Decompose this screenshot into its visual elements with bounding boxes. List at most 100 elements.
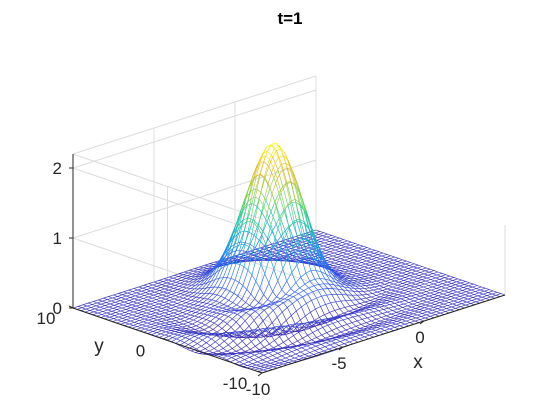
mesh-segment [302,241,307,244]
mesh-segment [341,294,347,301]
mesh-segment [380,328,385,331]
mesh-segment [218,356,223,359]
mesh-segment [243,363,248,366]
mesh-segment [279,208,286,223]
mesh-segment [281,289,286,295]
mesh-segment [259,366,265,370]
mesh-segment [375,298,380,300]
mesh-segment [204,307,210,311]
mesh-segment [184,291,190,296]
mesh-segment [398,294,403,297]
mesh-segment [240,316,246,322]
mesh-segment [361,283,366,286]
mesh-segment [374,261,380,264]
mesh-segment [156,297,162,300]
mesh-segment [342,250,349,254]
mesh-segment [212,287,219,295]
mesh-segment [206,342,211,346]
mesh-segment [282,311,287,321]
mesh-segment [374,285,380,288]
mesh-segment [345,284,350,289]
mesh-segment [356,331,362,334]
mesh-segment [318,320,324,323]
mesh-segment [322,341,327,344]
mesh-segment [166,319,171,323]
mesh-segment [347,250,353,253]
mesh-segment [285,324,291,327]
mesh-segment [195,333,200,335]
mesh-segment [419,295,425,299]
mesh-segment [394,303,399,306]
mesh-segment [346,243,351,246]
mesh-segment [422,266,427,269]
mesh-segment [267,357,272,361]
mesh-segment [181,275,188,278]
mesh-segment [394,327,399,330]
mesh-segment [176,317,181,320]
mesh-segment [438,281,443,285]
mesh-segment [425,315,431,319]
mesh-segment [405,311,410,314]
mesh-segment [266,322,273,329]
mesh-segment [381,269,386,272]
mesh-segment [312,355,318,358]
mesh-segment [404,312,410,315]
mesh-segment [84,310,91,313]
mesh-segment [312,289,318,293]
mesh-segment [379,261,384,264]
mesh-segment [316,295,322,299]
mesh-segment [341,255,346,258]
mesh-segment [361,260,367,263]
mesh-segment [383,319,390,323]
mesh-segment [316,260,323,266]
mesh-segment [291,315,296,325]
mesh-segment [128,311,134,315]
mesh-segment [415,317,421,320]
mesh-segment [329,312,334,318]
mesh-segment [334,262,339,265]
mesh-segment [274,303,279,307]
mesh-segment [174,274,179,277]
mesh-segment [250,332,255,337]
mesh-segment [185,291,190,293]
mesh-segment [336,339,341,342]
mesh-segment [398,292,404,296]
mesh-segment [444,275,450,279]
mesh-segment [254,332,260,336]
mesh-segment [314,278,320,280]
mesh-segment [255,188,262,193]
mesh-segment [379,305,385,308]
mesh-segment [232,229,239,249]
mesh-segment [173,287,178,290]
mesh-segment [261,234,267,245]
mesh-segment [247,250,254,271]
mesh-segment [349,269,355,272]
mesh-segment [237,219,244,226]
mesh-segment [377,290,383,293]
mesh-segment [258,357,263,361]
mesh-segment [366,272,372,275]
mesh-segment [245,302,250,306]
mesh-segment [359,301,365,304]
mesh-segment [306,322,312,328]
mesh-segment [236,353,242,356]
mesh-segment [177,312,183,315]
mesh-segment [241,345,247,350]
mesh-segment [285,184,291,202]
mesh-segment [244,348,251,352]
mesh-segment [444,290,449,293]
mesh-segment [168,325,174,328]
mesh-segment [161,330,166,333]
mesh-segment [424,282,430,285]
mesh-segment [346,274,353,276]
mesh-segment [300,272,307,278]
mesh-segment [221,328,227,332]
mesh-segment [138,298,144,301]
mesh-segment [301,259,307,274]
mesh-segment [187,298,192,301]
mesh-segment [471,289,476,292]
mesh-segment [126,317,132,321]
mesh-segment [163,300,170,303]
mesh-segment [447,280,453,283]
mesh-segment [293,218,300,222]
